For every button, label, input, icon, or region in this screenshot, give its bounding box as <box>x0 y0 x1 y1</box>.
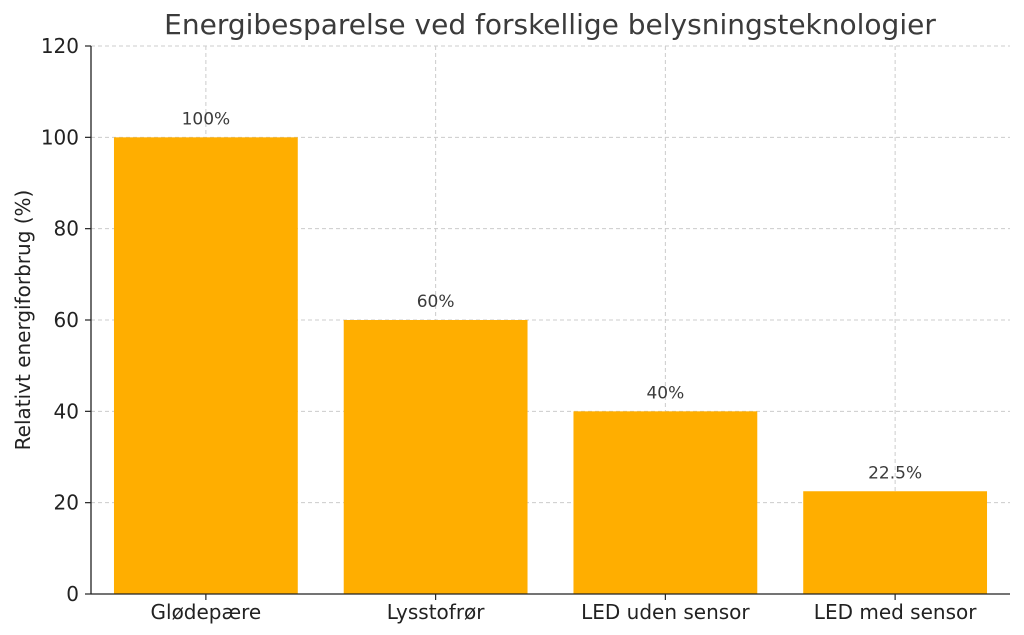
data-label: 60% <box>417 292 455 312</box>
x-tick-label: Glødepære <box>151 600 262 624</box>
bar <box>803 491 988 594</box>
bar <box>113 137 298 595</box>
y-tick-label: 120 <box>41 34 79 58</box>
y-tick-label: 60 <box>54 308 79 332</box>
axes-layer <box>85 45 1010 600</box>
x-tick-label: Lysstofrør <box>387 600 486 624</box>
labels-layer: 0 20 40 60 80 100 120 Glødepære 100% Lysstofrør 60… <box>41 34 977 624</box>
y-tick-label: 40 <box>54 399 79 423</box>
chart-title: Energibesparelse ved forskellige belysni… <box>164 8 936 41</box>
bar <box>343 320 528 594</box>
bars-layer <box>113 137 988 595</box>
data-label: 22.5% <box>868 463 922 483</box>
x-tick-label: LED med sensor <box>814 600 977 624</box>
y-axis-label: Relativt energiforbrug (%) <box>11 190 35 451</box>
y-tick-label: 100 <box>41 125 79 149</box>
y-tick-label: 80 <box>54 217 79 241</box>
data-label: 100% <box>182 109 231 129</box>
bar <box>573 411 758 594</box>
y-tick-label: 0 <box>66 582 79 606</box>
data-label: 40% <box>646 383 684 403</box>
y-tick-label: 20 <box>54 491 79 515</box>
x-tick-label: LED uden sensor <box>581 600 750 624</box>
